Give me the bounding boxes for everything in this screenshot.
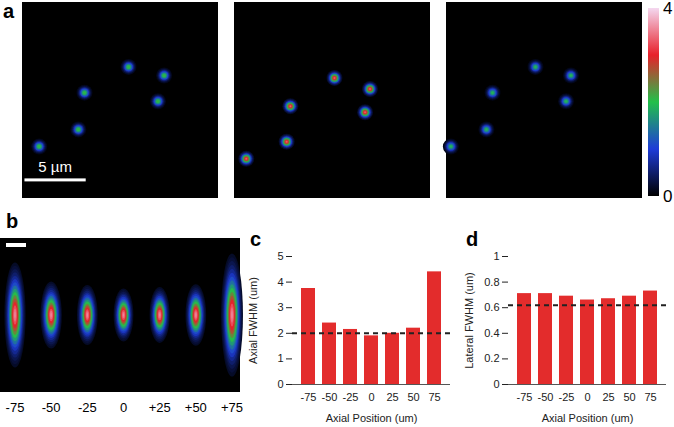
svg-text:-75: -75 — [301, 391, 317, 403]
svg-text:50: 50 — [407, 391, 419, 403]
html-text:c: c — [250, 228, 262, 250]
svg-text:-25: -25 — [343, 391, 359, 403]
svg-text:4: 4 — [277, 276, 283, 288]
svg-text:a: a — [3, 0, 15, 22]
svg-text:0: 0 — [663, 187, 672, 206]
svg-text:+50: +50 — [185, 400, 207, 415]
svg-text:Axial FWHM (um): Axial FWHM (um) — [247, 277, 259, 364]
svg-text:2: 2 — [277, 327, 283, 339]
svg-text:Lateral FWHM (um): Lateral FWHM (um) — [463, 272, 475, 369]
svg-text:5: 5 — [277, 250, 283, 262]
svg-text:0: 0 — [368, 391, 374, 403]
svg-text:Axial Position (um): Axial Position (um) — [542, 412, 634, 424]
svg-text:0: 0 — [584, 391, 590, 403]
svg-text:25: 25 — [602, 391, 614, 403]
svg-text:75: 75 — [644, 391, 656, 403]
svg-text:-75: -75 — [6, 400, 25, 415]
svg-text:Axial Position (um): Axial Position (um) — [326, 412, 418, 424]
svg-text:5 µm: 5 µm — [38, 158, 72, 175]
svg-text:0: 0 — [277, 378, 283, 390]
svg-text:4: 4 — [663, 0, 672, 18]
svg-text:50: 50 — [623, 391, 635, 403]
svg-text:-25: -25 — [78, 400, 97, 415]
svg-text:25: 25 — [386, 391, 398, 403]
svg-text:0.6: 0.6 — [484, 301, 499, 313]
svg-text:-25: -25 — [559, 391, 575, 403]
svg-text:b: b — [6, 210, 18, 232]
svg-text:1: 1 — [277, 352, 283, 364]
svg-text:+25: +25 — [149, 400, 171, 415]
svg-text:3: 3 — [277, 301, 283, 313]
svg-text:-75: -75 — [517, 391, 533, 403]
svg-text:0.2: 0.2 — [484, 352, 499, 364]
html-text:d: d — [466, 228, 479, 250]
svg-text:75: 75 — [428, 391, 440, 403]
svg-text:0.8: 0.8 — [484, 276, 499, 288]
svg-text:-50: -50 — [42, 400, 61, 415]
svg-text:0: 0 — [493, 378, 499, 390]
svg-text:0: 0 — [120, 400, 127, 415]
svg-text:0.4: 0.4 — [484, 327, 499, 339]
svg-text:1: 1 — [493, 250, 499, 262]
svg-text:-50: -50 — [322, 391, 338, 403]
svg-text:+75: +75 — [221, 400, 243, 415]
svg-text:-50: -50 — [538, 391, 554, 403]
